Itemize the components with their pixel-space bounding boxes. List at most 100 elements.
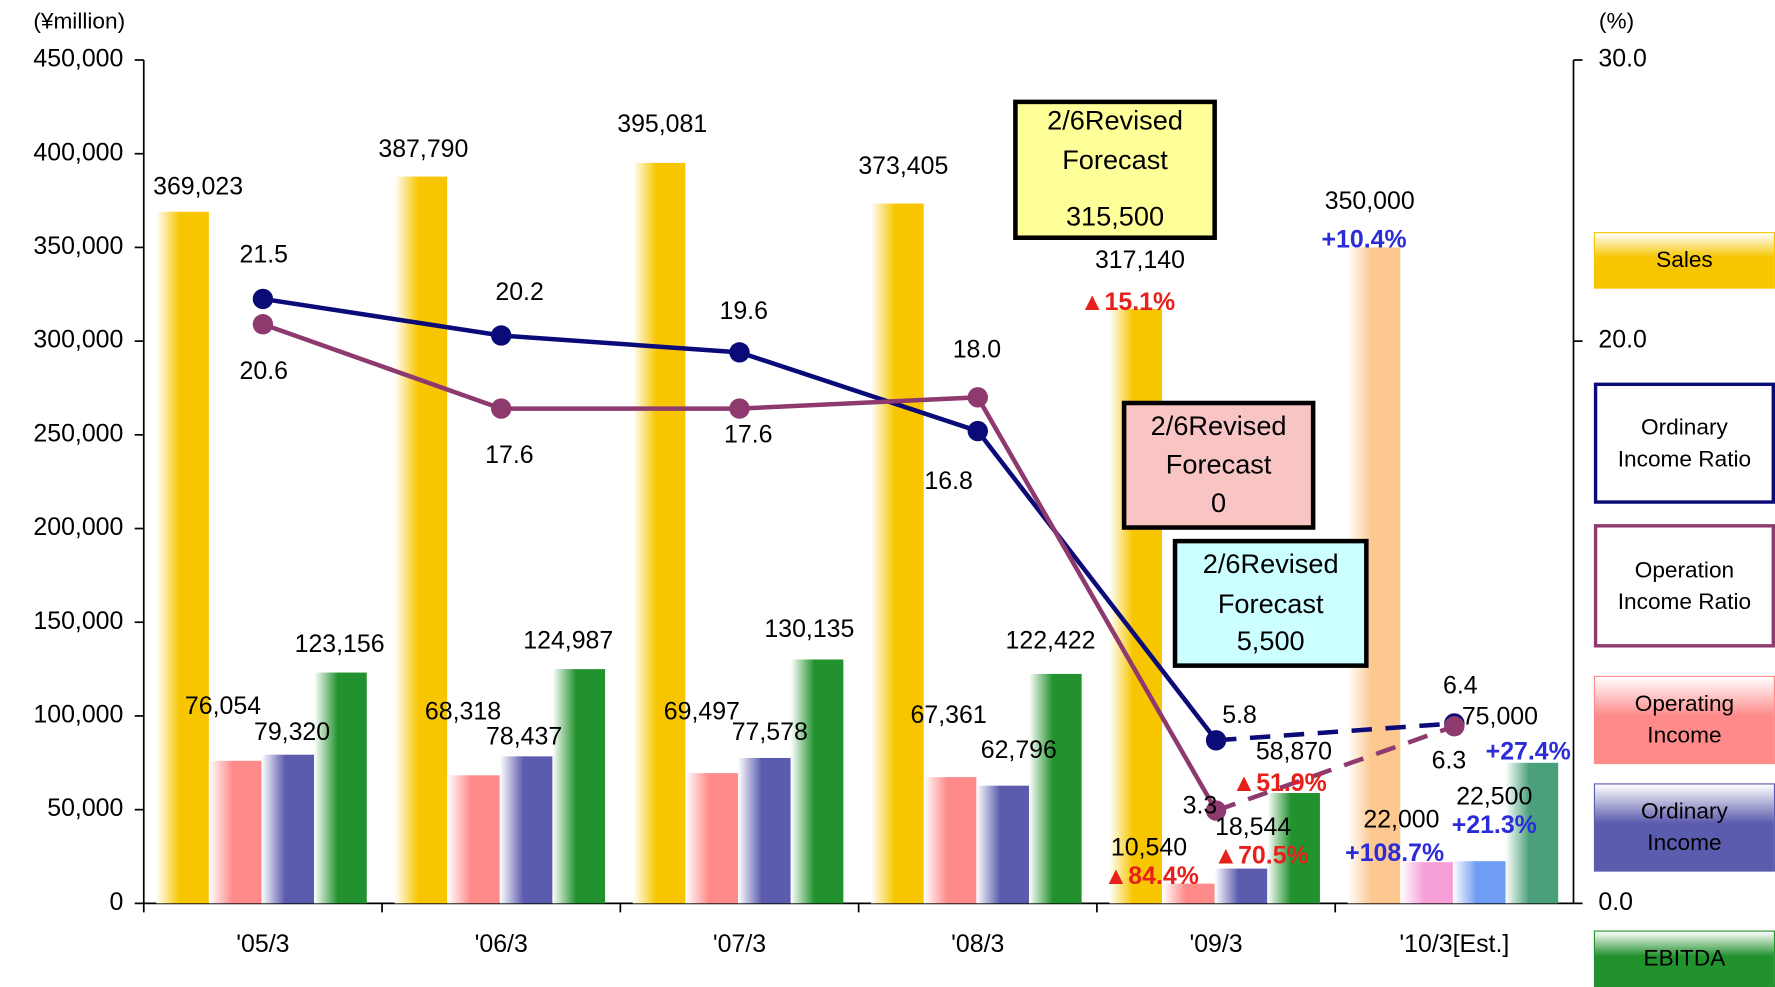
data-label: 16.8 — [924, 467, 972, 495]
y2-tick-label: 0.0 — [1598, 888, 1633, 916]
bar — [790, 659, 844, 904]
data-label: 20.2 — [495, 278, 543, 306]
x-tick-label: '10/3[Est.] — [1399, 930, 1509, 958]
bar — [738, 757, 791, 904]
data-label: 387,790 — [378, 135, 468, 163]
forecast-box — [1172, 538, 1369, 668]
forecast-text: 0 — [1211, 487, 1226, 518]
data-label: 67,361 — [911, 701, 987, 729]
forecast-text: Forecast — [1218, 588, 1324, 619]
marker — [967, 387, 988, 408]
data-label: 6.4 — [1443, 672, 1478, 700]
bar — [976, 785, 1030, 904]
bar — [552, 669, 606, 904]
data-label: 20.6 — [240, 357, 288, 385]
y-tick-label: 100,000 — [33, 701, 123, 729]
annotation: ▲70.5% — [1213, 842, 1308, 870]
data-label: 18,544 — [1215, 813, 1291, 841]
forecast-text: 315,500 — [1066, 201, 1164, 232]
bar — [1452, 861, 1506, 904]
x-tick-label: '05/3 — [236, 930, 289, 958]
data-label: 68,318 — [425, 698, 501, 726]
data-label: 6.3 — [1432, 746, 1467, 774]
data-label: 62,796 — [981, 736, 1057, 764]
bar — [1109, 308, 1163, 904]
bar — [1162, 883, 1215, 904]
bar — [1505, 762, 1559, 904]
bar — [632, 162, 686, 904]
bar — [1214, 868, 1268, 904]
forecast-text: Forecast — [1166, 449, 1272, 480]
legend-entry: Operating Income — [1593, 675, 1775, 765]
annotation: +21.3% — [1452, 811, 1537, 839]
bar — [499, 756, 553, 904]
y-tick-label: 200,000 — [33, 513, 123, 541]
marker — [729, 398, 750, 419]
y-tick-label: 150,000 — [33, 607, 123, 635]
y-tick-label: 300,000 — [33, 326, 123, 354]
bar — [1267, 793, 1320, 904]
data-label: 18.0 — [953, 336, 1001, 364]
bar — [685, 773, 739, 904]
marker — [491, 398, 512, 419]
y-tick-label: 450,000 — [33, 45, 123, 73]
x-tick-label: '06/3 — [475, 930, 528, 958]
marker — [1444, 716, 1465, 737]
legend-entry: Sales — [1593, 232, 1775, 289]
forecast-box — [1013, 99, 1217, 240]
data-label: 124,987 — [523, 626, 613, 654]
data-label: 21.5 — [240, 240, 288, 268]
data-label: 122,422 — [1006, 626, 1096, 654]
data-label: 373,405 — [858, 152, 948, 180]
y-unit: (¥million) — [33, 9, 125, 34]
data-label: 77,578 — [732, 718, 808, 746]
marker — [729, 342, 750, 363]
bar — [261, 754, 315, 904]
data-label: 123,156 — [295, 630, 385, 658]
data-label: 58,870 — [1256, 737, 1332, 765]
data-label: 22,500 — [1456, 783, 1532, 811]
data-label: 369,023 — [153, 172, 243, 200]
data-label: 317,140 — [1095, 246, 1185, 274]
y2-tick-label: 20.0 — [1598, 326, 1646, 354]
data-label: 130,135 — [764, 615, 854, 643]
data-label: 22,000 — [1363, 805, 1439, 833]
x-tick-label: '08/3 — [951, 930, 1004, 958]
annotation: ▲51.9% — [1232, 769, 1327, 797]
y-tick-label: 50,000 — [47, 794, 123, 822]
data-label: 19.6 — [720, 297, 768, 325]
data-label: 17.6 — [485, 441, 533, 469]
legend-entry: Ordinary Income — [1593, 783, 1775, 872]
data-label: 395,081 — [617, 110, 707, 138]
forecast-text: Forecast — [1062, 144, 1168, 175]
forecast-text: 5,500 — [1237, 625, 1305, 656]
data-label: 10,540 — [1111, 834, 1187, 862]
bar — [447, 775, 500, 904]
forecast-text: 2/6Revised — [1203, 548, 1339, 579]
marker — [1205, 730, 1227, 751]
bar — [156, 211, 209, 904]
legend-entry: Operation Income Ratio — [1593, 524, 1775, 648]
annotation: +10.4% — [1322, 226, 1407, 254]
x-tick-label: '07/3 — [713, 930, 766, 958]
marker — [252, 288, 274, 310]
data-label: 78,437 — [486, 723, 562, 751]
line-dashed — [1215, 721, 1455, 743]
bar — [1029, 673, 1082, 904]
marker — [967, 420, 988, 442]
data-label: 69,497 — [664, 698, 740, 726]
annotation: ▲84.4% — [1104, 862, 1199, 890]
forecast-text: 2/6Revised — [1151, 410, 1287, 441]
marker — [1205, 800, 1227, 821]
annotation: ▲15.1% — [1080, 288, 1175, 316]
data-label: 350,000 — [1325, 187, 1415, 215]
bar — [871, 203, 924, 904]
bar — [394, 176, 448, 904]
y-tick-label: 0 — [110, 888, 124, 916]
line-dashed — [1215, 724, 1456, 813]
marker — [491, 325, 512, 346]
data-label: 79,320 — [254, 718, 330, 746]
data-label: 17.6 — [724, 420, 772, 448]
